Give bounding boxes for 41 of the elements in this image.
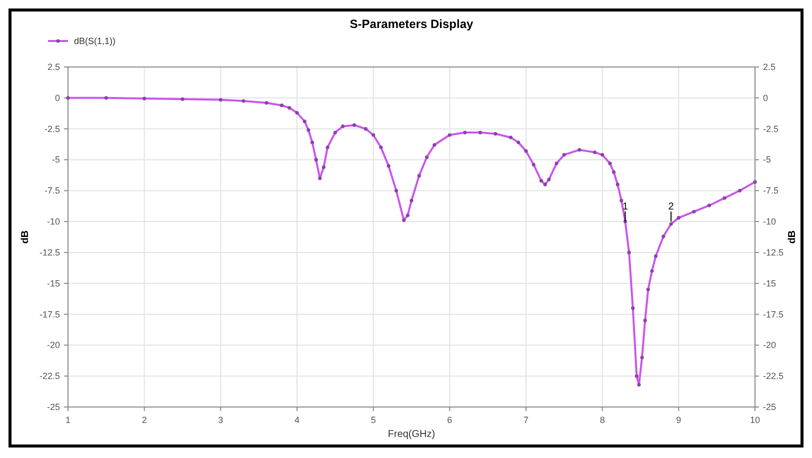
x-tick-label: 1 [65, 415, 71, 425]
y-tick-label: -25 [46, 402, 60, 412]
x-tick-label: 2 [142, 415, 147, 425]
annotation: 2 [668, 202, 674, 213]
y-tick-label: -22.5 [39, 371, 60, 382]
y2-tick-label: 2.5 [763, 62, 776, 72]
y-tick-label: -20 [46, 340, 60, 350]
y-tick-label: 0 [54, 92, 60, 103]
y2-axis-title: dB [787, 230, 798, 244]
y-tick-label: -17.5 [39, 309, 60, 320]
y-tick-label: -10 [46, 216, 60, 227]
y2-tick-label: -25 [763, 402, 776, 412]
y2-tick-label: -15 [763, 278, 776, 288]
y-tick-label: -7.5 [44, 186, 60, 196]
x-tick-label: 5 [370, 415, 376, 425]
x-axis-title: Freq(GHz) [388, 429, 436, 440]
x-tick-label: 9 [676, 415, 682, 425]
chart-title: S-Parameters Display [350, 17, 474, 31]
x-tick-label: 8 [600, 415, 605, 425]
y2-tick-label: -7.5 [763, 186, 779, 196]
x-tick-label: 4 [294, 415, 300, 425]
y2-tick-label: -5 [763, 154, 772, 165]
y2-tick-label: -20 [763, 340, 776, 350]
x-tick-label: 7 [523, 415, 529, 425]
annotation: 1 [622, 202, 628, 213]
y-tick-label: -5 [52, 154, 60, 165]
y2-tick-label: 0 [763, 92, 768, 103]
y-axis-title: dB [20, 230, 31, 244]
x-tick-label: 6 [447, 415, 452, 425]
y2-tick-label: -10 [763, 216, 776, 227]
x-tick-label: 3 [218, 415, 224, 425]
y2-tick-label: -2.5 [763, 124, 779, 134]
y-tick-label: -2.5 [44, 124, 60, 134]
y-tick-label: -15 [46, 278, 60, 288]
y2-tick-label: -22.5 [763, 371, 784, 382]
y-tick-label: 2.5 [47, 62, 60, 72]
y2-tick-label: -17.5 [763, 309, 784, 320]
y2-tick-label: -12.5 [763, 247, 784, 258]
y-tick-label: -12.5 [39, 247, 60, 258]
x-tick-label: 10 [750, 415, 760, 425]
legend-label: dB(S(1,1)) [74, 36, 116, 46]
